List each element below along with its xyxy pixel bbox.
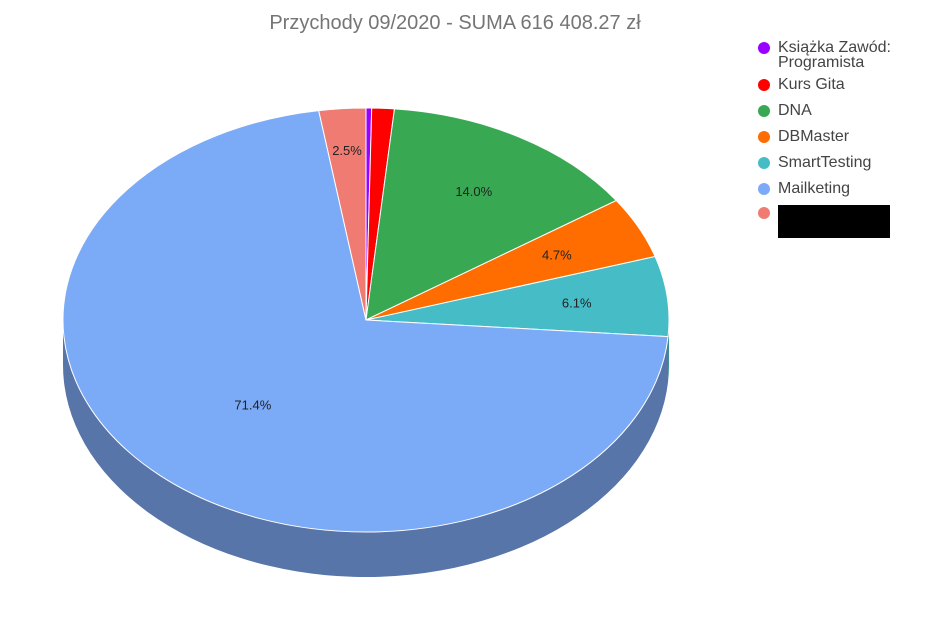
legend-item[interactable]: Książka Zawód: Programista: [756, 39, 926, 71]
slice-percent-label: 2.5%: [332, 143, 362, 158]
pie-slice[interactable]: [365, 108, 618, 321]
legend-item[interactable]: [756, 205, 926, 238]
legend-color-dot-icon: [758, 131, 770, 143]
legend-label: SmartTesting: [778, 154, 872, 171]
legend-color-dot-icon: [758, 105, 770, 117]
legend-item[interactable]: SmartTesting: [756, 155, 926, 174]
legend-item[interactable]: Kurs Gita: [756, 77, 926, 96]
legend-item[interactable]: DNA: [756, 103, 926, 122]
slice-percent-label: 14.0%: [455, 184, 492, 199]
legend-color-dot-icon: [758, 79, 770, 91]
pie-slice[interactable]: [62, 110, 669, 533]
legend-label: Książka Zawód: Programista: [778, 39, 891, 71]
pie-group: 14.0% 4.7% 6.1% 71.4% 2.5%: [62, 107, 670, 578]
slice-percent-label: 71.4%: [234, 398, 271, 413]
legend-label: Kurs Gita: [778, 76, 845, 93]
pie-slice-side: [63, 320, 669, 578]
legend-color-dot-icon: [758, 207, 770, 219]
legend-redacted-label: [778, 205, 890, 238]
legend-label: Mailketing: [778, 180, 851, 197]
legend: Książka Zawód: Programista Kurs Gita DNA DB…: [756, 40, 926, 245]
legend-label: DBMaster: [778, 128, 850, 145]
legend-color-dot-icon: [758, 42, 770, 54]
slice-percent-label: 6.1%: [562, 295, 592, 310]
legend-item[interactable]: DBMaster: [756, 129, 926, 148]
slice-percent-label: 4.7%: [542, 247, 572, 262]
legend-color-dot-icon: [758, 157, 770, 169]
pie-slice[interactable]: [318, 107, 367, 321]
legend-label: DNA: [778, 102, 812, 119]
legend-color-dot-icon: [758, 183, 770, 195]
legend-item[interactable]: Mailketing: [756, 181, 926, 200]
chart-title: Przychody 09/2020 - SUMA 616 408.27 zł: [269, 12, 641, 34]
